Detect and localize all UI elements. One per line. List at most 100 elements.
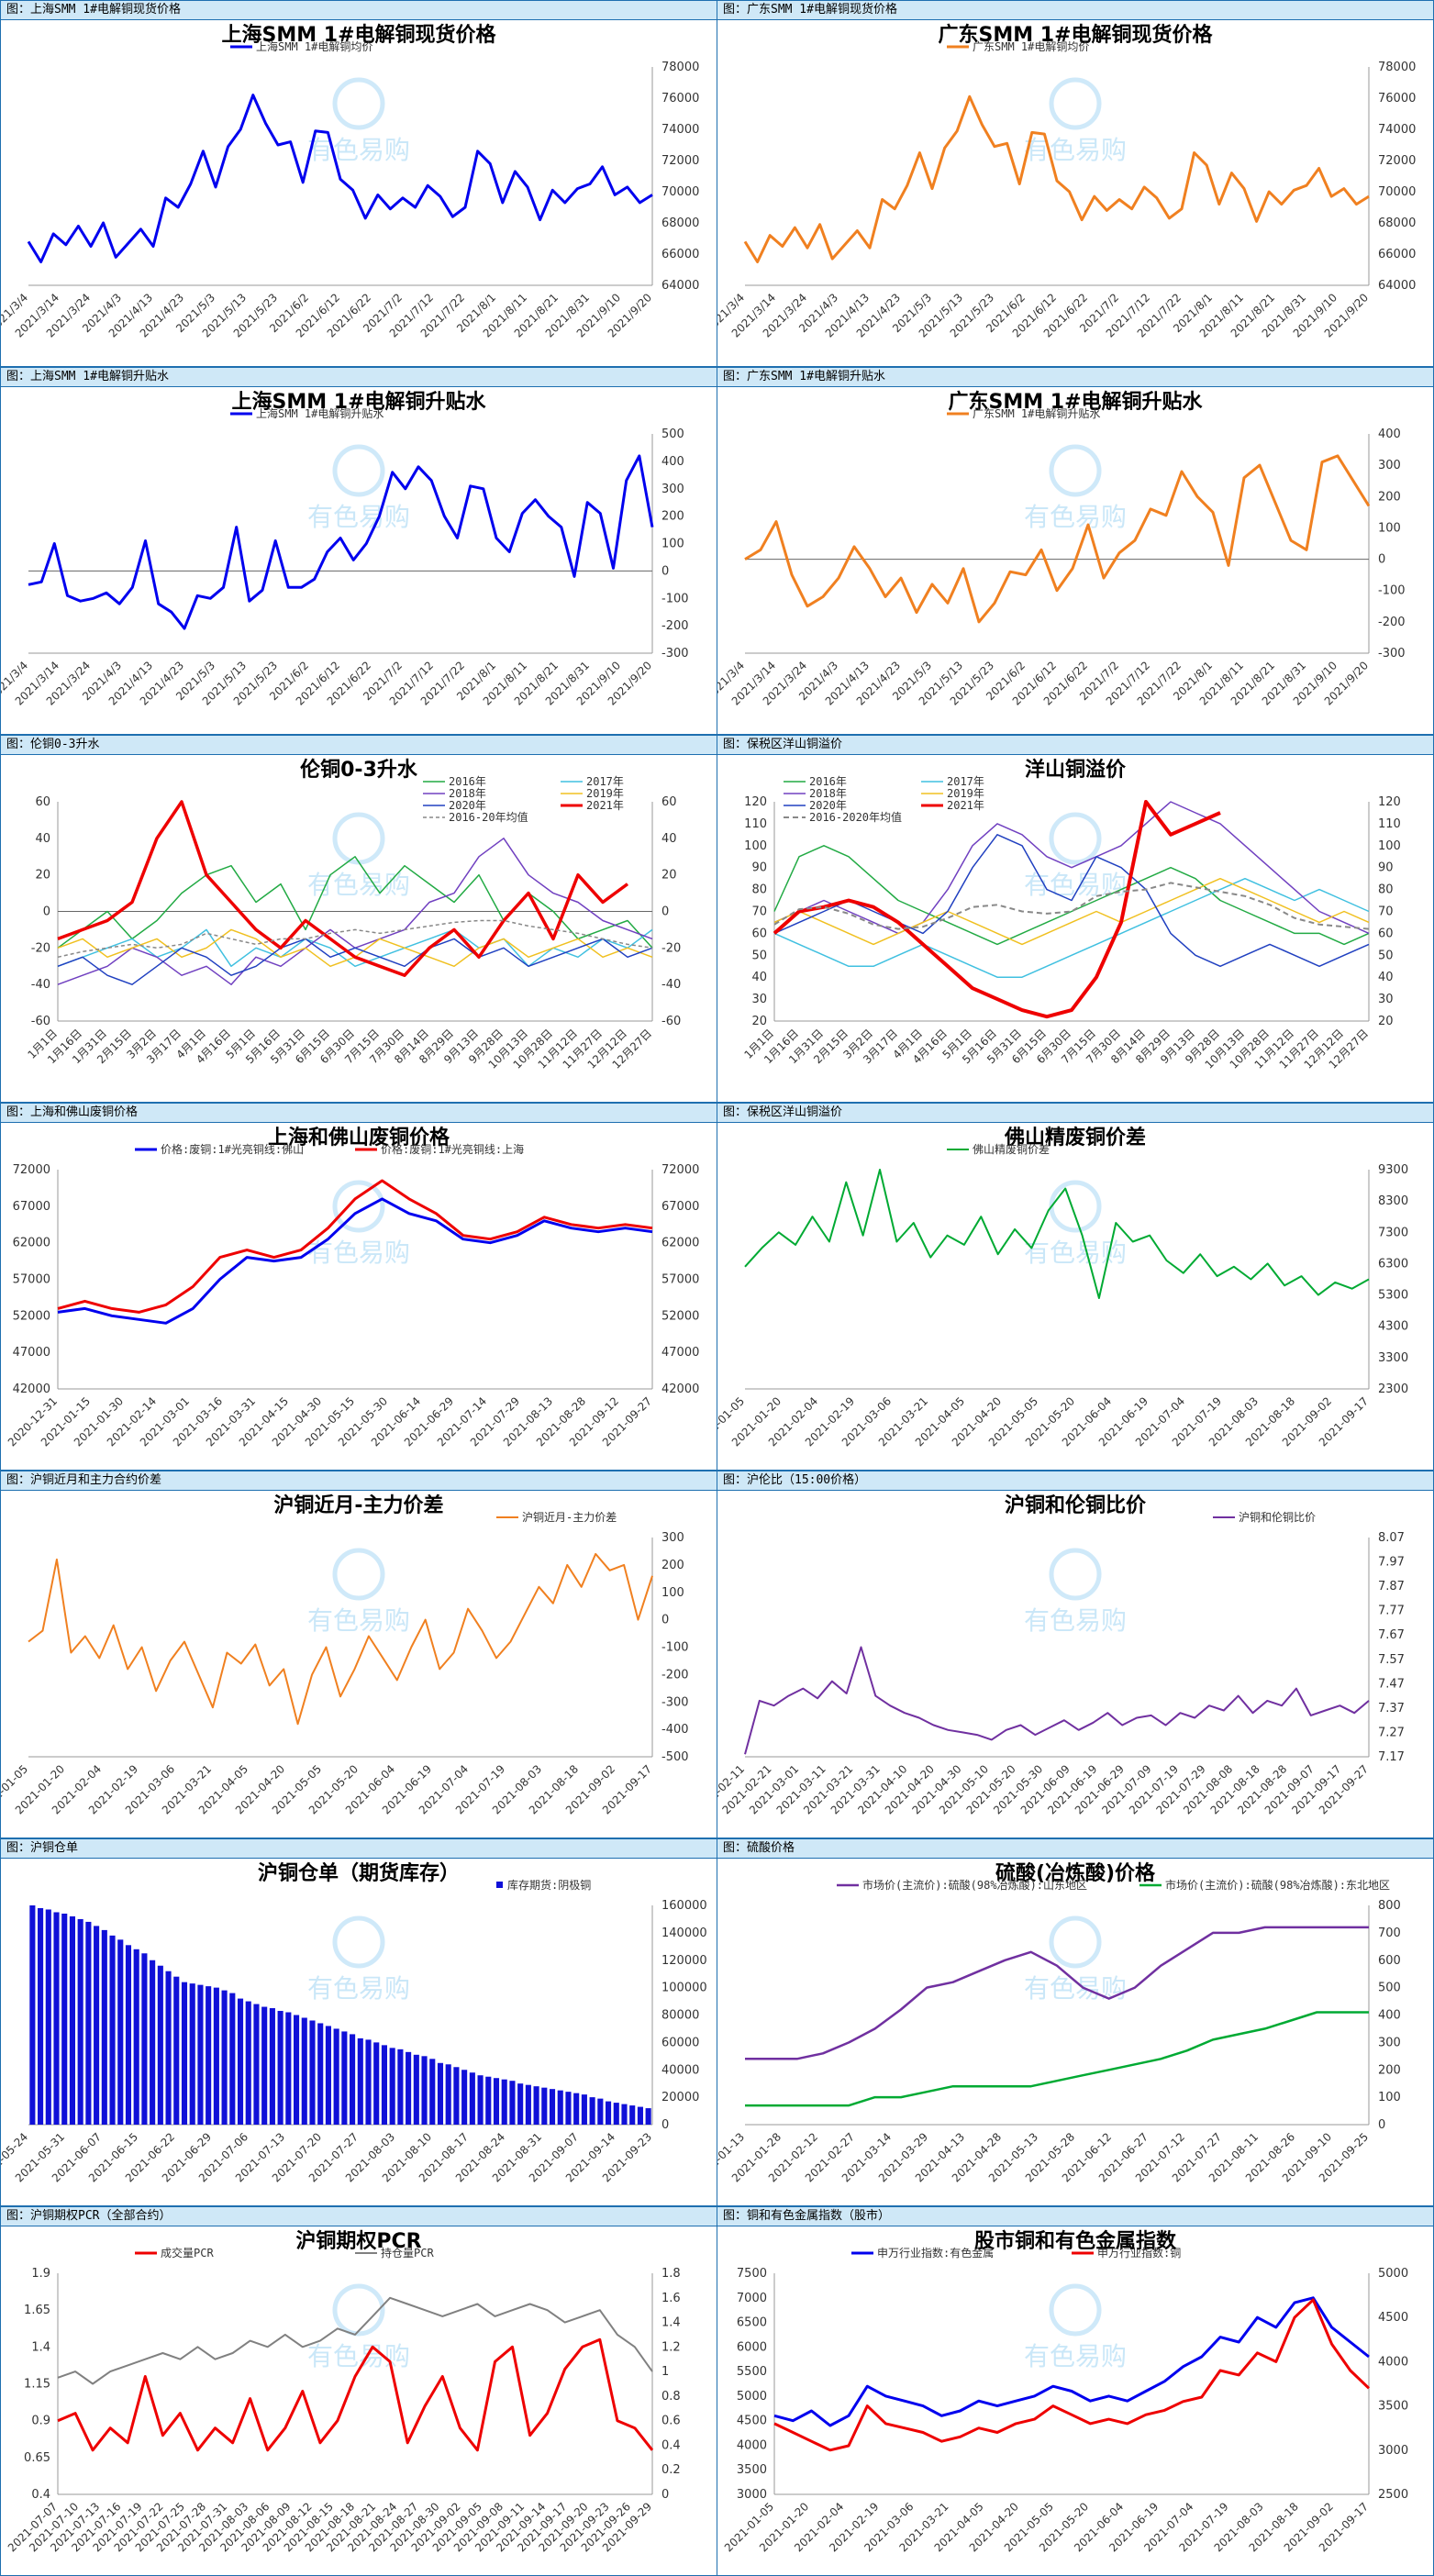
y-tick-label: 100 bbox=[661, 1586, 684, 1600]
panel-header: 图：广东SMM 1#电解铜升贴水 bbox=[717, 368, 1433, 387]
y-tick-label: 100 bbox=[1378, 2091, 1401, 2104]
legend-label: 市场价(主流价):硫酸(98%冶炼酸):山东地区 bbox=[862, 1878, 1087, 1892]
watermark-logo bbox=[332, 444, 385, 497]
y-tick-label: 67000 bbox=[13, 1200, 50, 1214]
legend-label: 2016-2020年均值 bbox=[809, 810, 902, 824]
bar bbox=[589, 2097, 595, 2125]
y-tick-label: 20 bbox=[1378, 1015, 1394, 1028]
panel-5: 图：伦铜0-3升水 伦铜0-3升水 有色易购 -60 -60 -40 -40 -20 -20 0… bbox=[0, 735, 717, 1103]
panel-10: 图：沪伦比（15:00价格） 沪铜和伦铜比价 有色易购 7.17 7.27 7.37 7.… bbox=[717, 1471, 1434, 1838]
series-line bbox=[57, 1179, 653, 1314]
y-tick-label: 500 bbox=[661, 427, 684, 441]
bar bbox=[517, 2083, 524, 2125]
y-tick-label: 3500 bbox=[737, 2463, 767, 2477]
series-line bbox=[57, 2337, 654, 2452]
panel-3: 图：上海SMM 1#电解铜升贴水 上海SMM 1#电解铜升贴水 有色易购 -300 -… bbox=[0, 367, 717, 735]
bar bbox=[429, 2059, 436, 2125]
bar bbox=[389, 2048, 395, 2125]
y-tick-label: -200 bbox=[661, 619, 689, 633]
chart-title: 沪铜和伦铜比价 bbox=[1005, 1493, 1147, 1517]
bar bbox=[221, 1990, 228, 2125]
watermark-text: 有色易购 bbox=[1024, 1605, 1127, 1636]
panel-8: 图：保税区洋山铜溢价 佛山精废铜价差 有色易购 2300 3300 4300 5300 63… bbox=[717, 1103, 1434, 1471]
y-tick-label: 6500 bbox=[737, 2316, 767, 2330]
y-tick-label: 0.9 bbox=[31, 2415, 50, 2428]
bar bbox=[229, 1993, 236, 2125]
bar bbox=[509, 2081, 516, 2125]
bar bbox=[269, 2008, 275, 2125]
bar bbox=[485, 2076, 492, 2125]
panel-header: 图：上海SMM 1#电解铜现货价格 bbox=[1, 1, 717, 20]
y-tick-label: 1.15 bbox=[24, 2378, 50, 2392]
legend-label: 库存期货:阴极铜 bbox=[507, 1878, 591, 1892]
panel-4: 图：广东SMM 1#电解铜升贴水 广东SMM 1#电解铜升贴水 有色易购 -300 -… bbox=[717, 367, 1434, 735]
y2-tick-label: 0.4 bbox=[661, 2438, 681, 2452]
y-tick-label: 72000 bbox=[1378, 154, 1416, 168]
y-tick-label: 5500 bbox=[737, 2365, 767, 2379]
bar bbox=[565, 2092, 572, 2125]
legend-label: 2018年 bbox=[449, 787, 486, 800]
legend: 广东SMM 1#电解铜均价 bbox=[947, 39, 1089, 53]
y-tick-label: -60 bbox=[31, 1015, 50, 1028]
bar bbox=[333, 2028, 339, 2125]
bar bbox=[253, 2004, 260, 2125]
series-line bbox=[745, 1926, 1369, 2060]
y-tick-label: 60 bbox=[661, 795, 677, 809]
legend-label: 2020年 bbox=[809, 799, 847, 812]
y-tick-label: 7.77 bbox=[1378, 1604, 1405, 1618]
y-tick-label: 600 bbox=[1378, 1954, 1401, 1968]
y-tick-label: 40 bbox=[661, 832, 677, 846]
bar bbox=[245, 2001, 251, 2125]
series-line bbox=[57, 1197, 653, 1325]
y-tick-label: -60 bbox=[661, 1015, 681, 1028]
panel-header: 图：伦铜0-3升水 bbox=[1, 736, 717, 755]
y2-tick-label: 3500 bbox=[1378, 2400, 1408, 2414]
y-tick-label: 100000 bbox=[661, 1982, 707, 1995]
series-line bbox=[57, 919, 653, 959]
legend-label: 2021年 bbox=[947, 799, 984, 812]
y-tick-label: 52000 bbox=[661, 1309, 699, 1323]
legend-label: 广东SMM 1#电解铜升贴水 bbox=[973, 406, 1100, 420]
y-tick-label: 57000 bbox=[661, 1273, 699, 1287]
y-tick-label: 700 bbox=[1378, 1926, 1401, 1940]
legend: 2016年 2017年 2018年 2019年 2020年 2021年 2016-2020年… bbox=[784, 775, 984, 824]
watermark-text: 有色易购 bbox=[307, 1605, 410, 1636]
y-tick-label: 64000 bbox=[1378, 279, 1416, 293]
watermark-logo bbox=[332, 812, 385, 865]
y2-tick-label: 1 bbox=[661, 2365, 669, 2379]
y-tick-label: 68000 bbox=[1378, 217, 1416, 230]
bar bbox=[357, 2037, 363, 2125]
y2-tick-label: 4500 bbox=[1378, 2311, 1408, 2325]
series-line bbox=[57, 2296, 653, 2385]
bar bbox=[629, 2105, 636, 2125]
y-tick-label: 8300 bbox=[1378, 1194, 1408, 1208]
bar bbox=[141, 1953, 148, 2125]
series-line bbox=[27, 94, 653, 263]
chart-title: 沪铜仓单（期货库存） bbox=[258, 1861, 460, 1885]
y-tick-label: 100 bbox=[1378, 521, 1401, 535]
panel-header: 图：沪伦比（15:00价格） bbox=[717, 1471, 1433, 1491]
bar bbox=[150, 1960, 156, 2125]
legend: 价格:废铜:1#光亮铜线:佛山 价格:废铜:1#光亮铜线:上海 bbox=[135, 1142, 524, 1156]
y-tick-label: 160000 bbox=[661, 1899, 707, 1913]
legend: 上海SMM 1#电解铜均价 bbox=[230, 39, 372, 53]
y-tick-label: 0 bbox=[1378, 2118, 1385, 2132]
y-tick-label: 200 bbox=[661, 510, 684, 524]
y-tick-label: 0 bbox=[43, 905, 50, 919]
y-tick-label: 0 bbox=[661, 1614, 669, 1627]
chart-title: 沪铜期权PCR bbox=[295, 2229, 421, 2253]
chart-svg: 沪铜仓单（期货库存） 有色易购 0 20000 40000 60000 80000 10000… bbox=[1, 1861, 707, 2184]
y-tick-label: 300 bbox=[1378, 2036, 1401, 2049]
y-tick-label: 120000 bbox=[661, 1954, 707, 1968]
y-tick-label: 110 bbox=[744, 817, 767, 831]
watermark-text: 有色易购 bbox=[1024, 1973, 1127, 2004]
y-tick-label: 60 bbox=[1378, 927, 1394, 940]
y-tick-label: 60 bbox=[35, 795, 50, 809]
y-tick-label: 9300 bbox=[1378, 1163, 1408, 1177]
bar bbox=[469, 2072, 475, 2125]
bar bbox=[613, 2103, 619, 2125]
y-tick-label: 7.37 bbox=[1378, 1702, 1405, 1715]
y-tick-label: 200 bbox=[661, 1559, 684, 1572]
bar bbox=[45, 1909, 51, 2125]
